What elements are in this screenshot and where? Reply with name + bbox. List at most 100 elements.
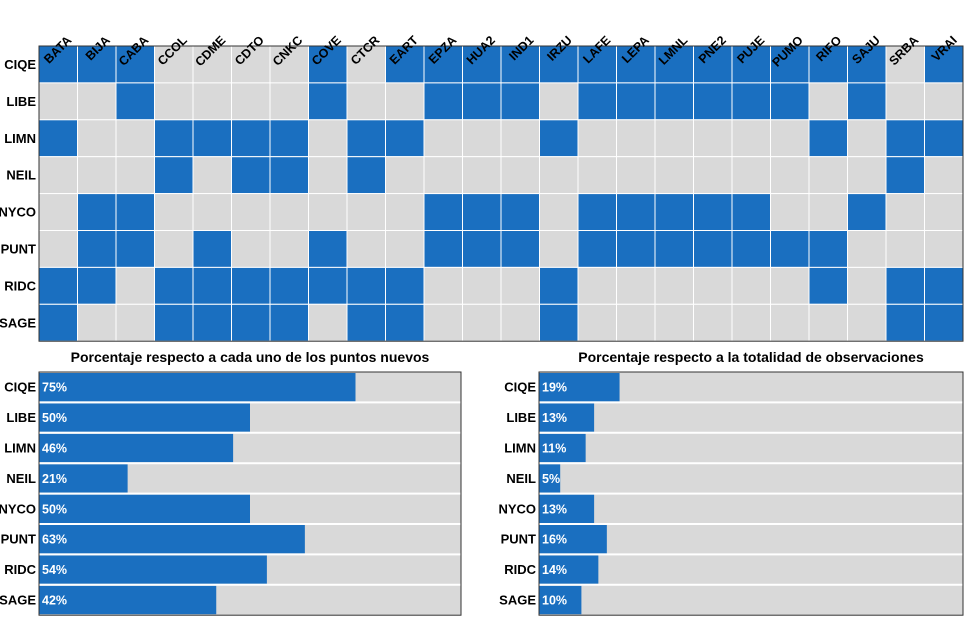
heatmap-cell-libe-cdto	[231, 82, 271, 121]
heatmap-row-label: NEIL	[6, 168, 36, 183]
heatmap-cell-sage-puje	[731, 303, 771, 342]
bar-track	[539, 403, 963, 432]
heatmap-cell-punt-cove	[308, 230, 348, 268]
heatmap-cell-libe-caba	[115, 82, 155, 121]
heatmap-cell-ridc-cnkc	[269, 266, 309, 305]
heatmap-cell-nyco-lmnl	[654, 193, 694, 232]
heatmap-cell-nyco-pumo	[770, 193, 810, 232]
heatmap-cell-libe-puje	[731, 82, 771, 121]
heatmap-cell-sage-pne2	[693, 303, 733, 342]
heatmap-cell-sage-saju	[847, 303, 887, 342]
bar-new-points-limn	[39, 433, 234, 463]
data-label-new-points: 54%	[42, 563, 67, 577]
heatmap-cell-sage-cdto	[231, 303, 271, 342]
data-label-total-observations: 5%	[542, 472, 560, 486]
bar-track	[539, 433, 963, 463]
heatmap-cell-ridc-ccol	[154, 266, 194, 305]
heatmap-cell-neil-ctcr	[346, 156, 386, 195]
heatmap-cell-neil-lepa	[616, 156, 656, 195]
heatmap-cell-nyco-rifo	[808, 193, 848, 232]
heatmap-row-label: LIBE	[6, 94, 36, 109]
heatmap-cell-nyco-irzu	[539, 193, 579, 232]
data-label-new-points: 42%	[42, 594, 67, 608]
heatmap-cell-libe-epza	[423, 82, 463, 121]
heatmap-cell-limn-pne2	[693, 119, 733, 158]
heatmap-cell-neil-cdto	[231, 156, 271, 195]
heatmap-cell-sage-hua2	[462, 303, 502, 342]
bar-chart-new-points: Porcentaje respecto a cada uno de los pu…	[0, 349, 462, 616]
data-label-new-points: 75%	[42, 381, 67, 395]
heatmap-cell-neil-eart	[385, 156, 425, 195]
chart-title-total-observations: Porcentaje respecto a la totalidad de ob…	[578, 349, 924, 365]
heatmap-cell-libe-cdme	[192, 82, 232, 121]
heatmap-cell-sage-bija	[77, 303, 117, 342]
heatmap-cell-limn-cove	[308, 119, 348, 158]
bar-track	[539, 555, 963, 584]
category-label-new-points: LIBE	[6, 410, 36, 425]
heatmap-cell-libe-rifo	[808, 82, 848, 121]
heatmap-cell-neil-pne2	[693, 156, 733, 195]
bar-track	[539, 464, 963, 493]
heatmap-cell-ridc-vrai	[924, 266, 964, 305]
heatmap-cell-nyco-epza	[423, 193, 463, 232]
heatmap-row-label: SAGE	[0, 315, 36, 330]
data-label-new-points: 50%	[42, 502, 67, 516]
heatmap-cell-libe-pne2	[693, 82, 733, 121]
heatmap-cell-libe-eart	[385, 82, 425, 121]
heatmap-cell-ridc-eart	[385, 266, 425, 305]
heatmap-cell-punt-puje	[731, 230, 771, 268]
heatmap-cell-punt-lmnl	[654, 230, 694, 268]
heatmap-cell-neil-bija	[77, 156, 117, 195]
heatmap-cell-sage-rifo	[808, 303, 848, 342]
heatmap-cell-sage-lmnl	[654, 303, 694, 342]
heatmap-cell-sage-srba	[885, 303, 925, 342]
heatmap-cell-limn-eart	[385, 119, 425, 158]
heatmap-cell-ciqe-lepa	[616, 45, 656, 84]
heatmap-cell-punt-pumo	[770, 230, 810, 268]
heatmap-cell-ridc-cdto	[231, 266, 271, 305]
heatmap-cell-neil-hua2	[462, 156, 502, 195]
heatmap-cell-punt-lafe	[577, 230, 617, 268]
data-label-total-observations: 13%	[542, 411, 567, 425]
heatmap-cell-sage-bata	[38, 303, 78, 342]
heatmap-cell-sage-vrai	[924, 303, 964, 342]
category-label-new-points: NYCO	[0, 501, 36, 516]
heatmap-cell-ridc-cdme	[192, 266, 232, 305]
heatmap-cell-sage-lafe	[577, 303, 617, 342]
bar-new-points-punt	[39, 525, 305, 554]
heatmap-row-label: CIQE	[4, 57, 36, 72]
heatmap-cell-punt-vrai	[924, 230, 964, 268]
heatmap-cell-limn-cnkc	[269, 119, 309, 158]
heatmap-cell-limn-caba	[115, 119, 155, 158]
heatmap-cell-ciqe-lmnl	[654, 45, 694, 84]
heatmap-cell-neil-lmnl	[654, 156, 694, 195]
heatmap-cell-nyco-cove	[308, 193, 348, 232]
category-label-new-points: LIMN	[4, 441, 36, 456]
data-label-total-observations: 11%	[542, 442, 566, 456]
heatmap-cell-nyco-saju	[847, 193, 887, 232]
bar-track	[539, 585, 963, 615]
heatmap-cell-punt-srba	[885, 230, 925, 268]
category-label-total-observations: LIMN	[504, 441, 536, 456]
heatmap-cell-nyco-vrai	[924, 193, 964, 232]
heatmap-cell-limn-pumo	[770, 119, 810, 158]
heatmap-cell-ciqe-rifo	[808, 45, 848, 84]
heatmap-cell-neil-saju	[847, 156, 887, 195]
heatmap-cell-neil-cnkc	[269, 156, 309, 195]
heatmap-cell-ridc-bata	[38, 266, 78, 305]
heatmap-cell-neil-srba	[885, 156, 925, 195]
heatmap-cell-ciqe-bija	[77, 45, 117, 84]
category-label-total-observations: SAGE	[499, 593, 536, 608]
category-label-new-points: CIQE	[4, 380, 36, 395]
bar-total-observations-ridc	[539, 555, 599, 584]
bar-total-observations-nyco	[539, 494, 595, 523]
heatmap-border	[38, 45, 964, 342]
heatmap-cell-ciqe-eart	[385, 45, 425, 84]
bar-new-points-ridc	[39, 555, 267, 584]
bar-new-points-sage	[39, 585, 217, 615]
category-label-new-points: NEIL	[6, 471, 36, 486]
data-label-total-observations: 16%	[542, 533, 567, 547]
heatmap-cell-nyco-lepa	[616, 193, 656, 232]
heatmap-cell-limn-lmnl	[654, 119, 694, 158]
